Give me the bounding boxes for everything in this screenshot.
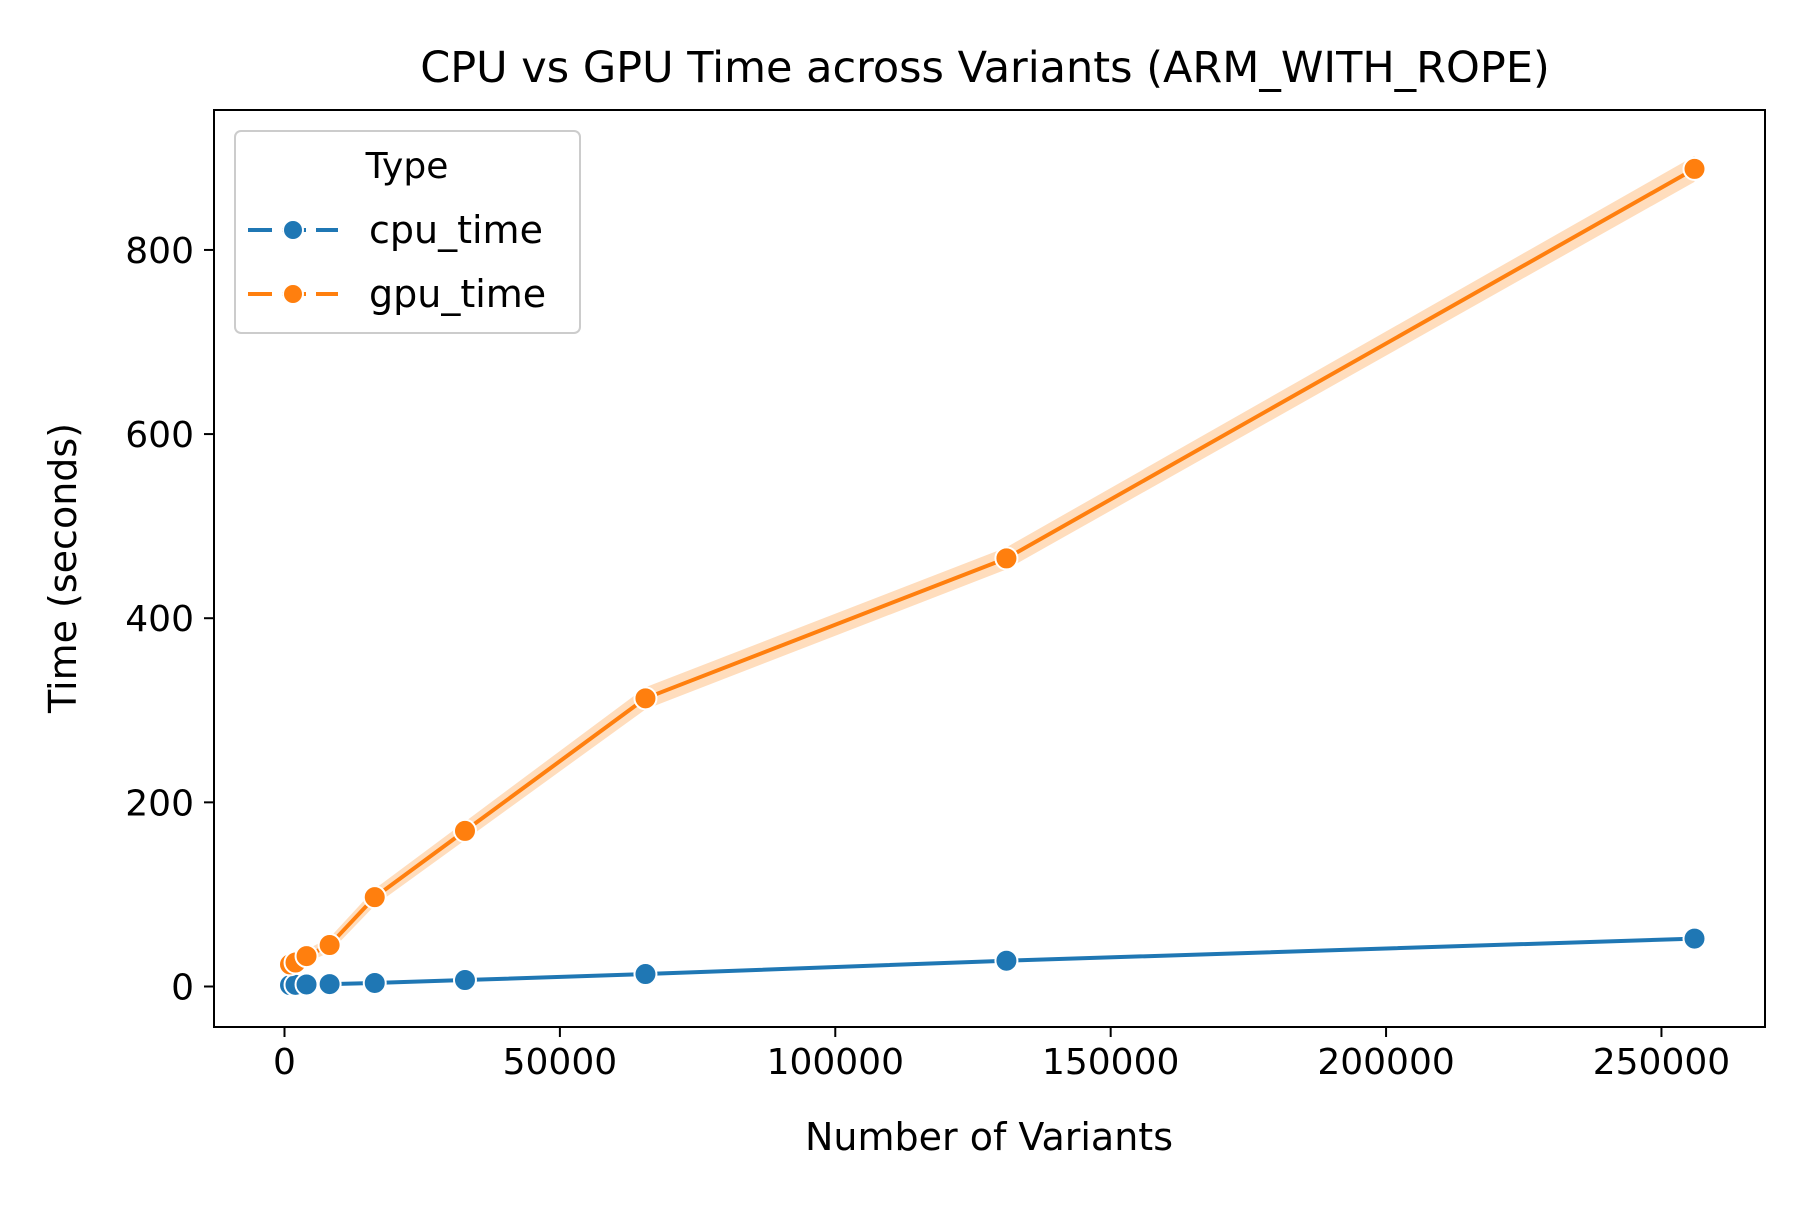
x-tick-label: 0 — [273, 1042, 296, 1083]
x-tick-label: 150000 — [1042, 1042, 1179, 1083]
data-point-gpu-time — [1682, 156, 1707, 181]
plot-frame — [213, 109, 1766, 1028]
data-point-cpu-time — [994, 948, 1019, 973]
y-tick-label: 200 — [125, 783, 194, 824]
x-axis: 0 50000 100000 150000 200000 250000 — [273, 1027, 1730, 1083]
legend-item-gpu-time: gpu_time — [248, 272, 546, 316]
data-point-cpu-time — [317, 972, 342, 997]
legend-marker-cpu-time — [282, 219, 304, 241]
plot-area — [278, 156, 1707, 998]
legend-label-cpu-time: cpu_time — [369, 208, 543, 252]
data-point-cpu-time — [294, 972, 319, 997]
x-tick-label: 250000 — [1593, 1042, 1730, 1083]
legend: Type cpu_time gpu_time — [234, 130, 581, 334]
data-point-cpu-time — [362, 970, 387, 995]
data-point-gpu-time — [294, 944, 319, 969]
x-axis-title: Number of Variants — [805, 1115, 1173, 1159]
y-axis-title: Time (seconds) — [41, 423, 85, 714]
chart-title: CPU vs GPU Time across Variants (ARM_WIT… — [420, 43, 1550, 93]
data-point-cpu-time — [1682, 926, 1707, 951]
y-axis: 0 200 400 600 800 — [125, 231, 214, 1008]
y-tick-label: 0 — [171, 967, 194, 1008]
legend-label-gpu-time: gpu_time — [369, 272, 546, 316]
x-tick-label: 100000 — [767, 1042, 904, 1083]
y-tick-label: 400 — [125, 599, 194, 640]
data-point-gpu-time — [994, 546, 1019, 571]
data-point-gpu-time — [633, 686, 658, 711]
data-point-gpu-time — [452, 818, 477, 843]
legend-frame — [234, 130, 581, 334]
data-point-gpu-time — [362, 885, 387, 910]
data-point-cpu-time — [633, 962, 658, 987]
data-point-gpu-time — [317, 933, 342, 958]
y-tick-label: 600 — [125, 415, 194, 456]
legend-item-cpu-time: cpu_time — [248, 208, 543, 252]
x-tick-label: 50000 — [503, 1042, 618, 1083]
legend-title: Type — [365, 146, 449, 187]
x-tick-label: 200000 — [1317, 1042, 1454, 1083]
legend-marker-gpu-time — [282, 283, 304, 305]
data-point-cpu-time — [452, 968, 477, 993]
y-tick-label: 800 — [125, 231, 194, 272]
